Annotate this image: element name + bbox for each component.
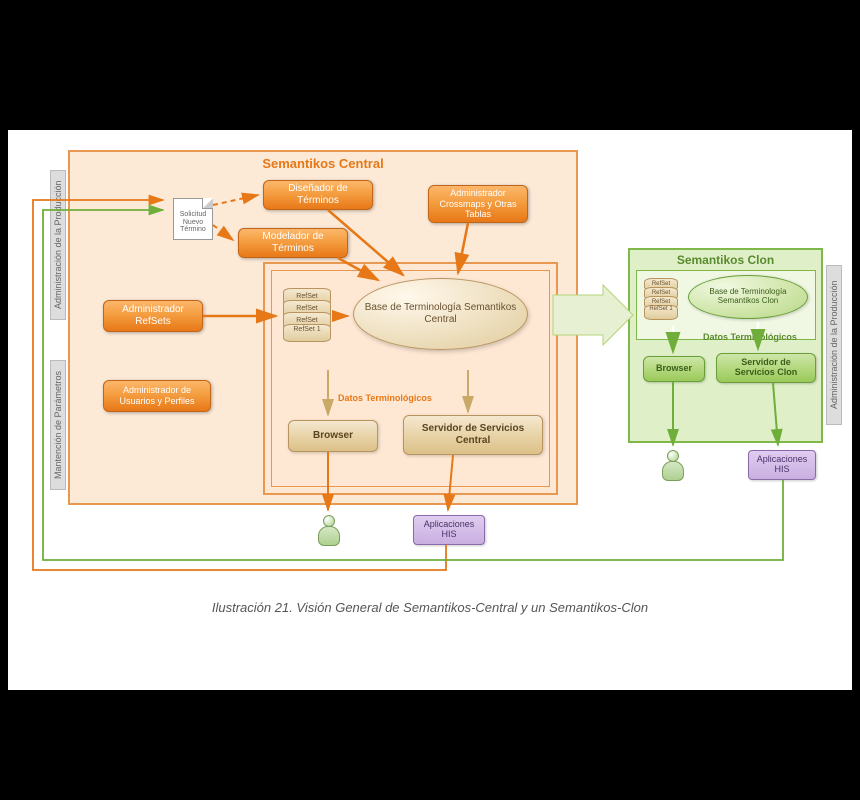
sidelabel-admin-prod-right: Administración de la Producción — [826, 265, 842, 425]
user-icon-clon — [660, 450, 686, 482]
servidor-central: Servidor de Servicios Central — [403, 415, 543, 455]
figure-caption: Ilustración 21. Visión General de Semant… — [8, 600, 852, 615]
admin-usuarios-box: Administrador de Usuarios y Perfiles — [103, 380, 211, 412]
servidor-clon: Servidor de Servicios Clon — [716, 353, 816, 383]
disenador-box: Diseñador de Términos — [263, 180, 373, 210]
document-icon: Solicitud Nuevo Término — [173, 198, 213, 240]
refset-stack-clon: RefSet RefSet RefSet RefSet 1 — [644, 278, 678, 322]
sidelabel-mant-params: Mantención de Parámetros — [50, 360, 66, 490]
refset-stack-central: RefSet RefSet RefSet RefSet 1 — [283, 288, 331, 346]
user-icon-central — [316, 515, 342, 547]
clon-title: Semantikos Clon — [630, 250, 821, 270]
datos-label-clon: Datos Terminológicos — [703, 332, 797, 342]
architecture-diagram: Administración de la Producción Mantenci… — [8, 140, 852, 580]
modelador-box: Modelador de Términos — [238, 228, 348, 258]
datos-label-central: Datos Terminológicos — [338, 393, 432, 403]
aplicaciones-his-clon: Aplicaciones HIS — [748, 450, 816, 480]
admin-refsets-box: Administrador RefSets — [103, 300, 203, 332]
base-terminologia-central: Base de Terminología Semantikos Central — [353, 278, 528, 350]
browser-central: Browser — [288, 420, 378, 452]
sidelabel-admin-prod-left: Administración de la Producción — [50, 170, 66, 320]
base-terminologia-clon: Base de Terminología Semantikos Clon — [688, 275, 808, 319]
central-title: Semantikos Central — [70, 152, 576, 175]
browser-clon: Browser — [643, 356, 705, 382]
admin-crossmaps-box: Administrador Crossmaps y Otras Tablas — [428, 185, 528, 223]
aplicaciones-his-central: Aplicaciones HIS — [413, 515, 485, 545]
replicacion-label: Replicación — [568, 308, 620, 319]
